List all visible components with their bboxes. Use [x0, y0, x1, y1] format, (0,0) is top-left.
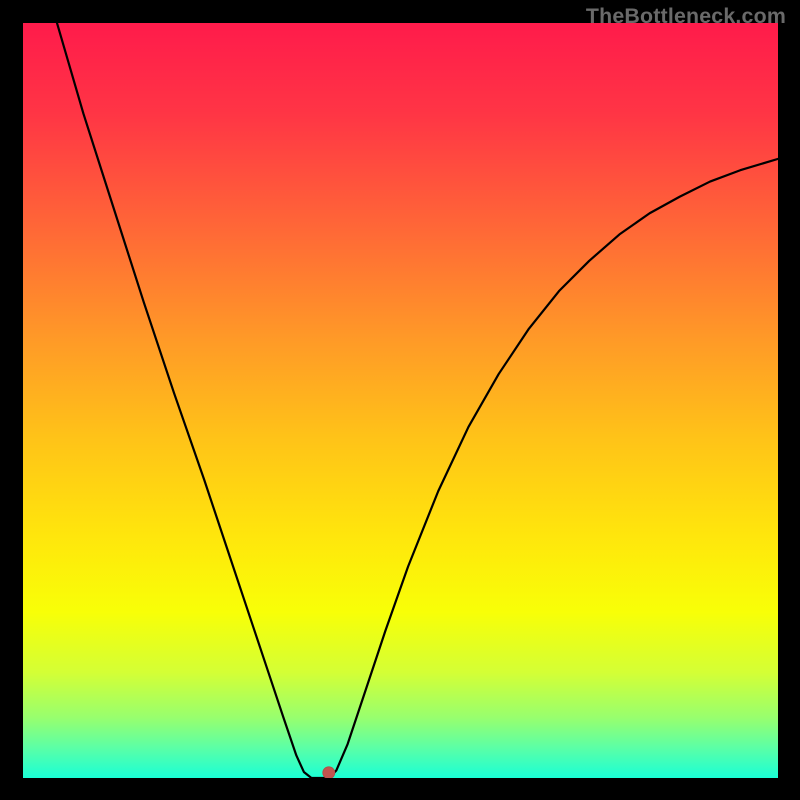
bottleneck-curve — [57, 23, 778, 778]
optimal-point-marker — [323, 767, 335, 778]
chart-plot-area — [23, 23, 778, 778]
chart-svg-layer — [23, 23, 778, 778]
